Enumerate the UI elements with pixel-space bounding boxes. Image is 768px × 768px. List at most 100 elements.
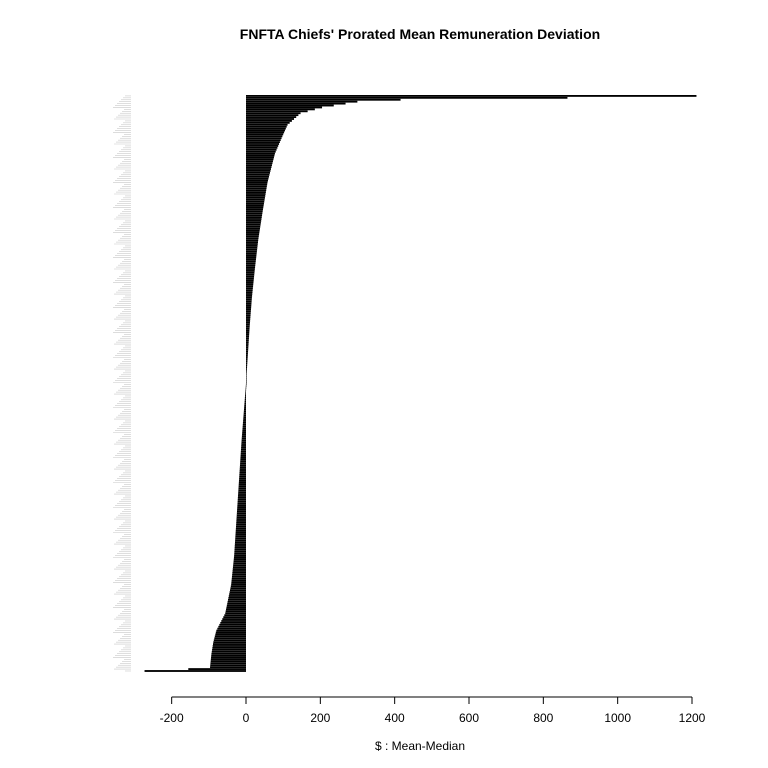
bar (233, 558, 246, 561)
bar (246, 120, 292, 122)
bar (246, 295, 253, 297)
bar (238, 483, 246, 486)
bar (246, 304, 252, 307)
bar (246, 143, 280, 145)
bar (242, 425, 246, 428)
bar (238, 489, 246, 492)
bar (246, 377, 247, 380)
bar (246, 335, 250, 338)
bar (246, 339, 249, 342)
bar (240, 458, 246, 461)
bar (242, 421, 246, 424)
bar (246, 123, 288, 126)
bar (246, 216, 262, 218)
bar (226, 606, 246, 609)
bar (246, 281, 254, 284)
bar (233, 564, 246, 567)
bar (226, 604, 246, 607)
bar (236, 518, 246, 520)
bar (246, 271, 255, 274)
bar (235, 535, 246, 538)
bar (246, 254, 257, 257)
bar (246, 291, 253, 294)
bar (238, 479, 246, 482)
bar (234, 546, 246, 549)
bar (236, 525, 246, 528)
bar (212, 645, 246, 647)
bar (246, 341, 249, 344)
bar (237, 495, 246, 497)
bar (246, 358, 248, 361)
bar (215, 633, 246, 636)
bar (228, 598, 246, 601)
bar (246, 323, 250, 326)
bar (246, 100, 358, 103)
bar (233, 556, 246, 559)
bar (246, 160, 273, 163)
bar (242, 433, 246, 436)
bar (246, 235, 259, 238)
bar (246, 325, 250, 328)
bar (235, 533, 246, 536)
bar (245, 385, 247, 388)
bar (246, 277, 254, 280)
bar (246, 381, 247, 384)
bar (246, 321, 250, 324)
bar (246, 227, 260, 230)
bar (246, 152, 275, 155)
bar (241, 443, 246, 445)
bar (234, 548, 246, 551)
bar (246, 185, 267, 188)
bar (231, 581, 246, 584)
bar (235, 531, 246, 534)
bar (246, 223, 261, 226)
bar (237, 504, 246, 507)
bar (210, 660, 246, 663)
bar (243, 410, 246, 413)
bar (227, 600, 246, 603)
bar (246, 210, 263, 213)
bar (240, 452, 246, 455)
bar (246, 348, 249, 351)
bar (241, 437, 246, 440)
bar (246, 252, 257, 255)
bar (246, 308, 251, 311)
bar (246, 225, 261, 228)
bar (214, 637, 246, 640)
bar (233, 560, 246, 563)
x-tick-label: -200 (160, 711, 184, 725)
bar (230, 589, 246, 592)
bar (246, 146, 278, 149)
bar (246, 202, 264, 205)
bar (246, 314, 251, 317)
bar (231, 577, 246, 580)
bar (246, 145, 279, 147)
bar (238, 493, 246, 495)
bar (240, 450, 246, 453)
bar (246, 193, 266, 195)
bar (212, 648, 246, 651)
bar (246, 95, 697, 97)
bar (246, 214, 263, 217)
bar (246, 370, 247, 372)
bar (241, 435, 246, 438)
bar (246, 104, 334, 107)
bar (246, 245, 258, 247)
bar (246, 337, 249, 340)
bar (246, 173, 270, 176)
bar (241, 441, 246, 444)
bar (237, 508, 246, 511)
bar (246, 283, 254, 286)
bar (235, 529, 246, 532)
bar (246, 352, 248, 355)
bar (246, 350, 249, 353)
bar (246, 129, 285, 132)
bar (246, 206, 264, 209)
bar (246, 127, 286, 130)
bar (246, 327, 250, 330)
bar (244, 398, 246, 401)
bar (246, 168, 271, 170)
bar (212, 647, 246, 649)
bar (246, 218, 262, 220)
bar (216, 629, 246, 632)
